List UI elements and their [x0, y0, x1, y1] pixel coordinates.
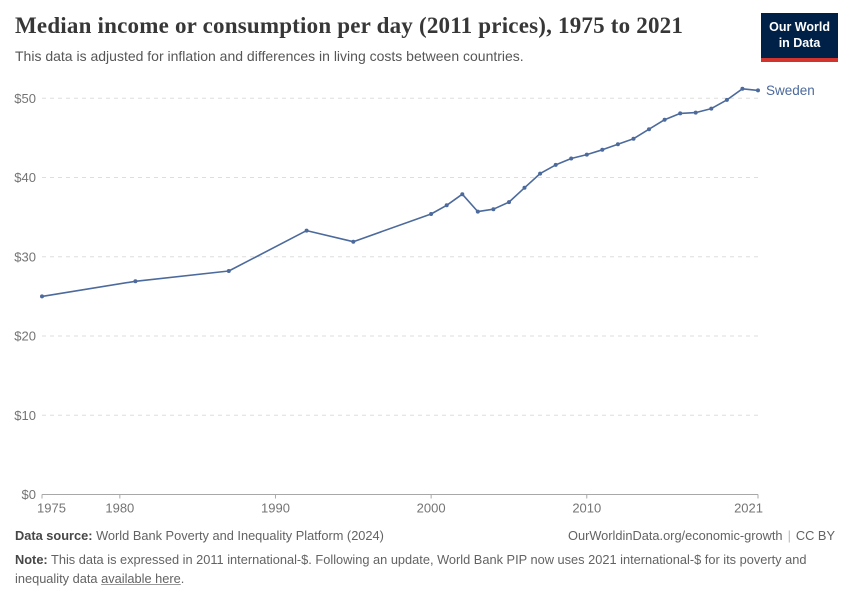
- chart-footer: Data source: World Bank Poverty and Ineq…: [15, 528, 835, 588]
- data-point: [226, 269, 231, 273]
- data-point: [647, 127, 651, 132]
- owid-logo[interactable]: Our World in Data: [761, 13, 838, 62]
- data-point: [475, 209, 480, 214]
- page-title: Median income or consumption per day (20…: [15, 13, 684, 38]
- series-line-sweden: [41, 87, 759, 298]
- data-point: [678, 111, 683, 116]
- chart-subtitle: This data is adjusted for inflation and …: [15, 48, 524, 64]
- attribution-divider: |: [787, 528, 791, 543]
- data-point: [522, 185, 527, 190]
- data-point: [631, 136, 636, 141]
- data-point: [133, 279, 138, 284]
- owid-logo-line1: Our World: [769, 20, 830, 34]
- data-point: [538, 171, 543, 176]
- x-tick-label: 2010: [572, 501, 601, 516]
- y-tick-label: $10: [14, 408, 36, 423]
- note-text: This data is expressed in 2011 internati…: [15, 552, 807, 587]
- owid-url-link[interactable]: OurWorldinData.org/economic-growth: [568, 528, 783, 543]
- data-source-label: Data source:: [15, 528, 93, 543]
- data-point: [709, 106, 714, 111]
- owid-logo-line2: in Data: [778, 36, 821, 51]
- series-label-sweden: Sweden: [766, 83, 815, 98]
- x-tick-label: 1980: [105, 501, 134, 516]
- y-tick-label: $20: [14, 329, 36, 344]
- data-point: [662, 117, 667, 122]
- line-chart: $0 $10 $20 $30 $40 $50 1975 1980 1990 2000 2010 202…: [14, 83, 815, 516]
- x-tick-label: 1990: [261, 501, 290, 516]
- data-point: [693, 110, 698, 115]
- attribution: OurWorldinData.org/economic-growth | CC BY: [568, 528, 835, 543]
- data-point: [507, 200, 511, 205]
- data-point: [600, 147, 605, 152]
- x-tick-label: 2021: [734, 501, 763, 516]
- y-tick-label: $0: [22, 487, 36, 502]
- x-tick-label: 1975: [37, 501, 66, 516]
- y-tick-label: $50: [14, 91, 36, 106]
- data-point: [724, 97, 729, 102]
- data-point: [429, 212, 434, 216]
- data-point: [304, 228, 309, 233]
- data-point: [460, 192, 465, 197]
- data-point: [444, 203, 449, 208]
- note-label: Note:: [15, 552, 48, 567]
- data-point: [40, 294, 44, 299]
- data-point: [615, 142, 620, 147]
- available-here-link[interactable]: available here: [101, 571, 181, 587]
- license-label: CC BY: [795, 528, 835, 543]
- data-source: Data source: World Bank Poverty and Ineq…: [15, 528, 384, 543]
- data-point: [351, 239, 356, 244]
- data-point: [553, 162, 558, 167]
- data-point: [491, 207, 496, 212]
- chart-note: Note: This data is expressed in 2011 int…: [15, 550, 835, 588]
- data-point: [584, 152, 589, 157]
- data-point: [740, 86, 745, 91]
- x-tick-label: 2000: [417, 501, 446, 516]
- y-tick-label: $40: [14, 170, 36, 185]
- data-point: [569, 156, 574, 161]
- note-period: .: [180, 571, 185, 587]
- y-tick-label: $30: [14, 249, 36, 264]
- data-source-text: World Bank Poverty and Inequality Platfo…: [92, 528, 384, 543]
- data-point: [756, 88, 760, 93]
